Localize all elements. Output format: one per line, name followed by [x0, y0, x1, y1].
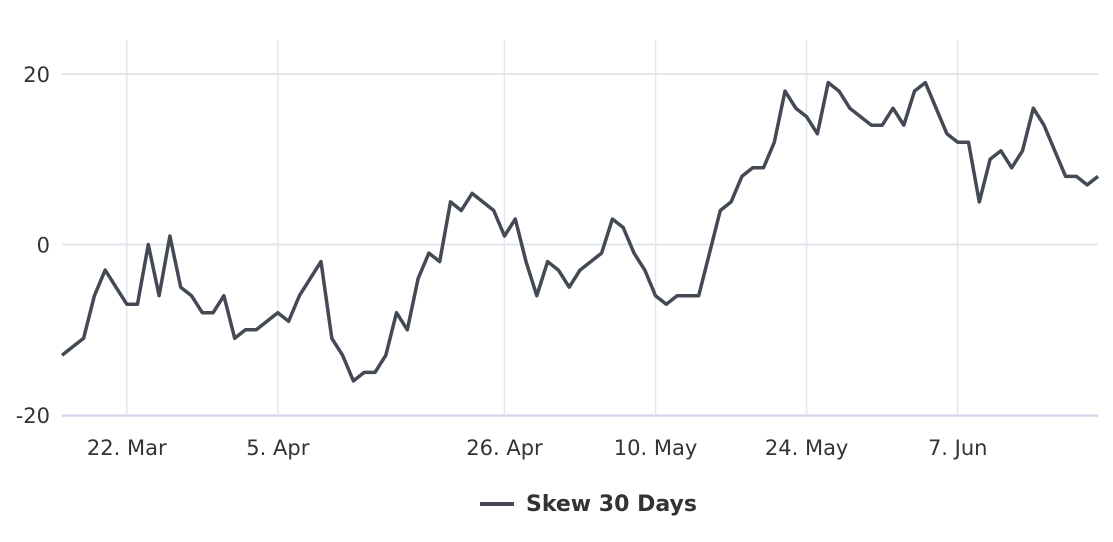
- x-tick-label: 10. May: [614, 436, 698, 460]
- x-tick-label: 22. Mar: [87, 436, 167, 460]
- x-tick-label: 7. Jun: [928, 436, 988, 460]
- x-tick-label: 26. Apr: [466, 436, 543, 460]
- x-tick-label: 24. May: [765, 436, 849, 460]
- data-line: [60, 80, 1100, 383]
- y-tick-label: 0: [37, 234, 50, 258]
- y-tick-label: 20: [23, 63, 50, 87]
- x-tick-label: 5. Apr: [246, 436, 309, 460]
- y-tick-label: -20: [16, 404, 50, 428]
- legend-label[interactable]: Skew 30 Days: [526, 492, 697, 517]
